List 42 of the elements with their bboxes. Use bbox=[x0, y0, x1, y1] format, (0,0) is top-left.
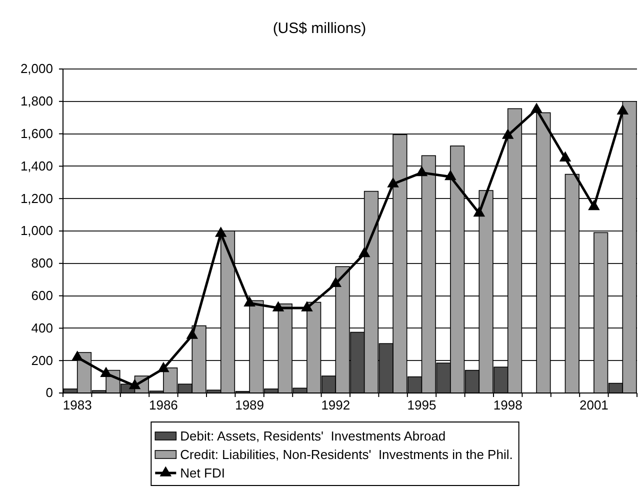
point bbox=[588, 200, 600, 210]
point bbox=[358, 246, 370, 258]
y-tick-label: 1,200 bbox=[20, 190, 53, 206]
point bbox=[244, 296, 256, 306]
x-tick-label: 1983 bbox=[62, 398, 92, 413]
legend-label: Debit: Assets, Residents' Investments Abroad bbox=[180, 428, 446, 444]
point bbox=[387, 177, 399, 188]
x-tick-label: 1992 bbox=[321, 398, 350, 413]
point bbox=[71, 350, 84, 361]
x-tick-label: 1998 bbox=[493, 398, 522, 413]
x-tick-label: 1989 bbox=[235, 398, 264, 413]
x-tick-label: 1986 bbox=[148, 398, 178, 413]
point bbox=[616, 104, 629, 115]
point bbox=[530, 102, 542, 113]
legend-label: Net FDI bbox=[180, 466, 225, 480]
x-tick-label: 2001 bbox=[579, 398, 608, 413]
y-tick-label: 1,000 bbox=[20, 223, 53, 238]
point bbox=[158, 362, 170, 372]
y-tick-label: 600 bbox=[31, 288, 53, 303]
point bbox=[473, 206, 486, 217]
y-tick-label: 800 bbox=[31, 256, 53, 271]
point bbox=[444, 170, 456, 180]
point bbox=[186, 328, 198, 339]
y-tick-label: 200 bbox=[31, 352, 53, 368]
y-tick-label: 1,800 bbox=[20, 94, 53, 109]
point bbox=[214, 226, 227, 237]
point bbox=[330, 276, 342, 288]
point bbox=[559, 151, 572, 162]
y-tick-label: 1,600 bbox=[20, 126, 53, 141]
point bbox=[416, 166, 428, 176]
point bbox=[301, 301, 313, 312]
point bbox=[128, 378, 141, 390]
y-tick-label: 1,400 bbox=[20, 158, 53, 174]
y-tick-label: 2,000 bbox=[20, 61, 53, 76]
y-tick-label: 400 bbox=[31, 320, 53, 336]
x-tick-label: 1995 bbox=[407, 398, 436, 413]
y-tick-label: 0 bbox=[46, 385, 53, 400]
point bbox=[272, 301, 284, 312]
point bbox=[100, 366, 112, 377]
chart-title: (US$ millions) bbox=[272, 20, 366, 37]
point bbox=[502, 128, 514, 139]
legend-label: Credit: Liabilities, Non-Residents' Investments in the Phil. bbox=[180, 447, 513, 462]
